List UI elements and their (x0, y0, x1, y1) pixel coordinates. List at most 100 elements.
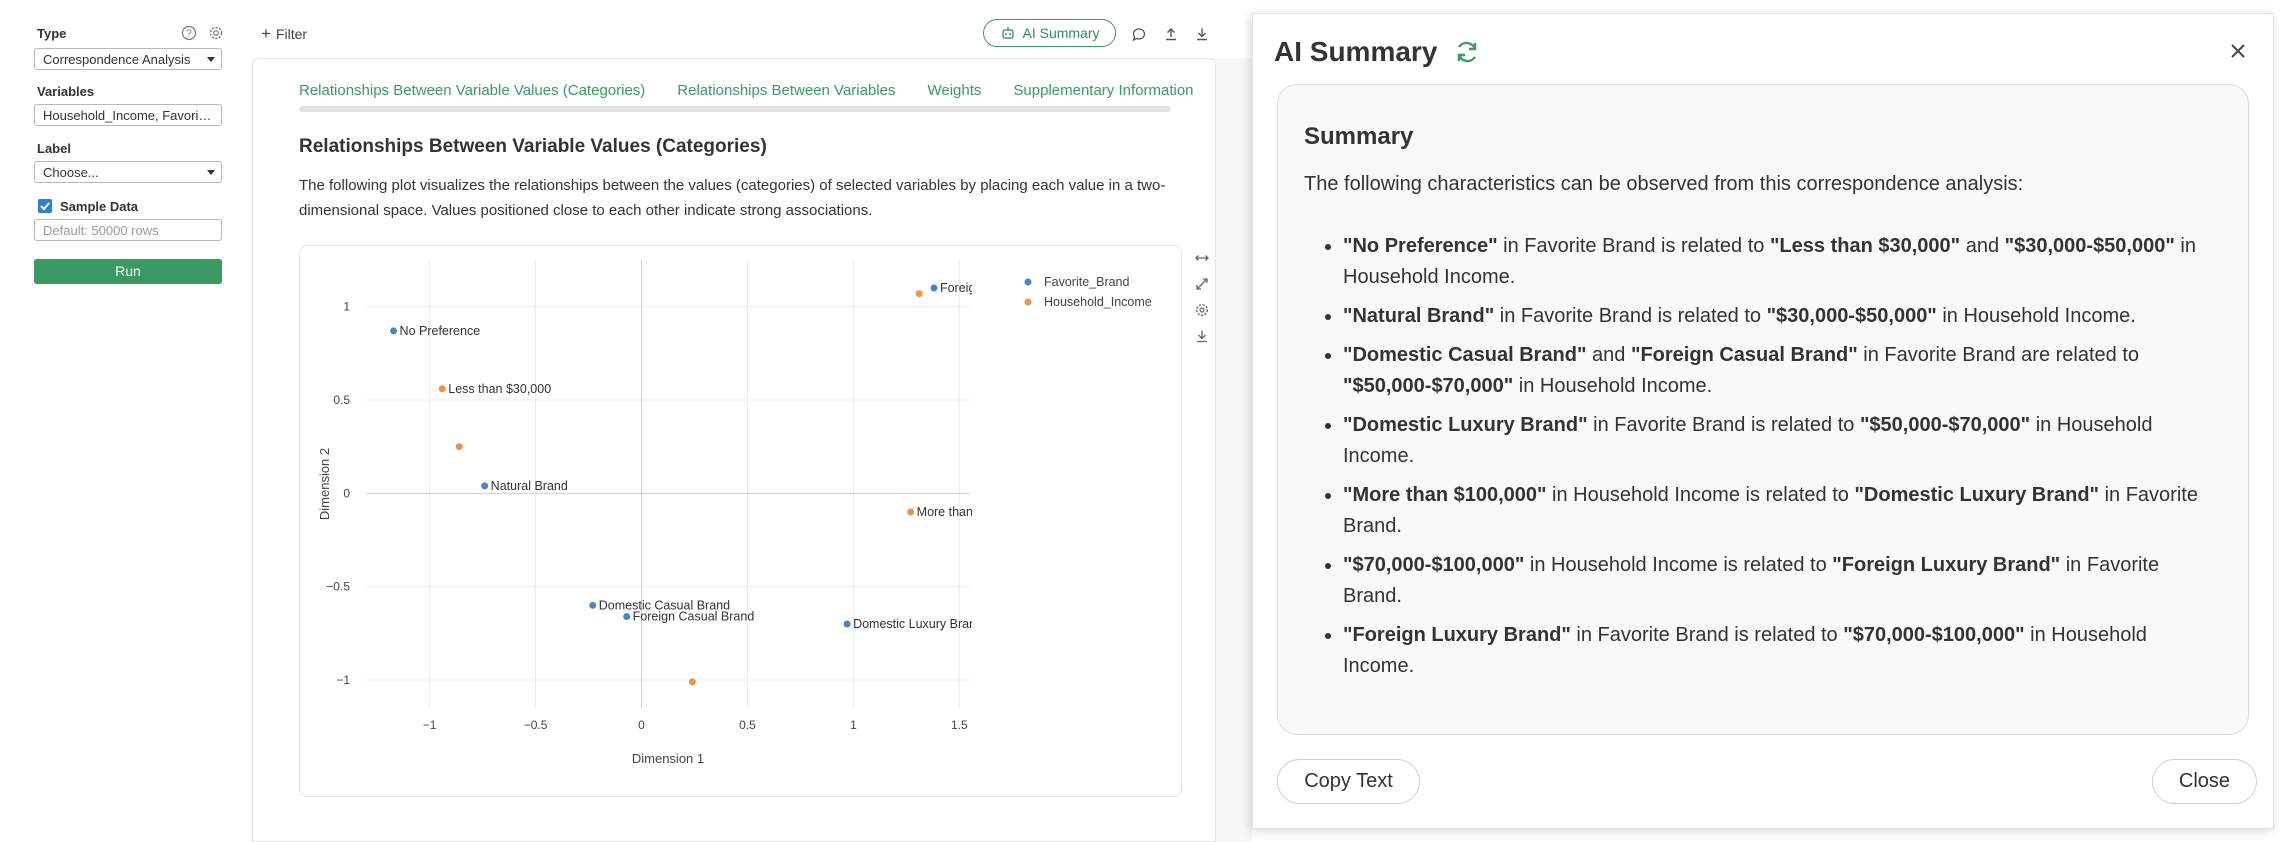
summary-item-emphasis: "$50,000-$70,000" (1859, 414, 2031, 436)
label-select-value: Choose... (43, 165, 99, 180)
expand-icon[interactable] (1193, 275, 1210, 292)
copy-text-button[interactable]: Copy Text (1277, 759, 1420, 804)
summary-item-text: in Favorite Brand is related to (1494, 305, 1767, 327)
x-tick-label: −1 (423, 718, 437, 732)
tab-variable-relationships[interactable]: Relationships Between Variables (677, 82, 896, 99)
download-icon[interactable] (1193, 25, 1210, 42)
x-tick-label: 1 (850, 718, 857, 732)
ai-robot-icon (999, 25, 1016, 42)
legend-marker (1024, 298, 1032, 306)
summary-item-text: in Favorite Brand is related to (1587, 414, 1860, 436)
summary-item-emphasis: "Foreign Casual Brand" (1630, 344, 1858, 366)
data-point-label: Domestic Casual Brand (599, 598, 730, 612)
tab-supplementary-info[interactable]: Supplementary Information (1013, 82, 1194, 99)
chevron-down-icon (207, 57, 215, 62)
plus-icon: + (261, 24, 271, 43)
data-point-label: Domestic Luxury Brand (853, 617, 983, 631)
summary-box: Summary The following characteristics ca… (1277, 84, 2249, 735)
data-point (930, 284, 938, 292)
section-description: The following plot visualizes the relati… (299, 177, 1166, 219)
legend-marker (1024, 278, 1032, 286)
summary-item-emphasis: "Less than $30,000" (1769, 235, 1961, 257)
tab-scrollbar[interactable] (299, 106, 1171, 112)
label-label: Label (37, 141, 71, 156)
x-tick-label: 1.5 (951, 718, 968, 732)
sample-data-checkbox[interactable] (38, 199, 52, 213)
refresh-icon[interactable] (1453, 38, 1481, 66)
data-point (907, 508, 915, 516)
summary-item-text: in Household Income. (1343, 414, 2153, 467)
summary-item-emphasis: "Foreign Luxury Brand" (1832, 554, 2061, 576)
summary-item-text: in Favorite Brand. (1343, 554, 2160, 607)
y-tick-label: 0.5 (333, 393, 350, 407)
legend-entry: Favorite_Brand (1044, 275, 1130, 289)
close-button[interactable]: Close (2152, 759, 2257, 804)
gear-icon[interactable] (207, 24, 224, 41)
upload-icon[interactable] (1162, 25, 1179, 42)
summary-item-emphasis: "$30,000-$50,000" (1766, 305, 1937, 327)
sample-data-label: Sample Data (60, 199, 139, 214)
help-icon[interactable]: ? (180, 24, 197, 41)
type-select[interactable]: Correspondence Analysis (34, 48, 222, 70)
summary-item-emphasis: "Domestic Luxury Brand" (1854, 484, 2100, 506)
config-header-icons: ? (180, 24, 224, 41)
close-icon[interactable] (2227, 40, 2249, 62)
ai-summary-button[interactable]: AI Summary (983, 19, 1116, 47)
summary-item-text: in Household Income. (1513, 375, 1713, 397)
svg-text:?: ? (186, 28, 192, 39)
summary-list: "No Preference" in Favorite Brand is rel… (1343, 231, 2223, 690)
data-point (589, 601, 597, 609)
data-point (843, 620, 851, 628)
data-point-label: More than $100,000 (917, 505, 1029, 519)
plot-download-icon[interactable] (1193, 327, 1210, 344)
filter-button[interactable]: + Filter (261, 24, 307, 44)
type-label: Type (37, 26, 67, 41)
label-select[interactable]: Choose... (34, 161, 222, 183)
run-button[interactable]: Run (34, 259, 222, 284)
y-tick-label: −1 (336, 673, 350, 687)
data-point-label: Foreign Luxury Brand (940, 281, 1060, 295)
comment-icon[interactable] (1130, 25, 1147, 42)
summary-item-emphasis: "No Preference" (1343, 235, 1498, 257)
summary-item-emphasis: "Domestic Casual Brand" (1343, 344, 1587, 366)
sample-rows-input[interactable]: Default: 50000 rows (34, 219, 222, 241)
horizontal-resize-icon[interactable] (1193, 249, 1210, 266)
result-tabs: Relationships Between Variable Values (C… (299, 82, 1194, 99)
y-tick-label: −0.5 (326, 580, 350, 594)
summary-item-text: in Household Income is related to (1546, 484, 1855, 506)
x-axis-label: Dimension 1 (632, 751, 704, 766)
data-point (915, 290, 923, 298)
summary-item-emphasis: "$30,000-$50,000" (2004, 235, 2175, 257)
summary-item: "More than $100,000" in Household Income… (1343, 480, 2223, 542)
summary-item-emphasis: "Foreign Luxury Brand" (1343, 624, 1571, 646)
summary-item-text: in Favorite Brand is related to (1497, 235, 1770, 257)
summary-item-text: in Household Income is related to (1524, 554, 1833, 576)
variables-field[interactable]: Household_Income, Favori… (34, 104, 222, 126)
summary-item: "$70,000-$100,000" in Household Income i… (1343, 550, 2223, 612)
summary-item-text: in Favorite Brand are related to (1857, 344, 2140, 366)
tab-weights[interactable]: Weights (927, 82, 982, 99)
data-point-label: Foreign Casual Brand (633, 610, 755, 624)
type-select-value: Correspondence Analysis (43, 52, 191, 67)
scatter-plot-svg: −1 −0.5 0 0.5 1 1.5 −1 −0.5 0 0.5 1 Dimension 1 Dime… (317, 260, 1152, 766)
summary-item: "Natural Brand" in Favorite Brand is rel… (1343, 301, 2223, 332)
scatter-plot: −1 −0.5 0 0.5 1 1.5 −1 −0.5 0 0.5 1 Dimension 1 Dime… (299, 245, 1182, 797)
y-tick-label: 1 (343, 300, 350, 314)
filter-label: Filter (275, 26, 308, 42)
data-point (688, 678, 696, 686)
summary-item-emphasis: "$50,000-$70,000" (1343, 375, 1514, 397)
ai-summary-header: AI Summary (1274, 36, 1481, 68)
plot-settings-icon[interactable] (1193, 301, 1210, 318)
ai-summary-title: AI Summary (1274, 36, 1438, 67)
tab-category-relationships[interactable]: Relationships Between Variable Values (C… (299, 82, 646, 99)
summary-item-emphasis: "More than $100,000" (1343, 484, 1547, 506)
summary-item-text: in Household Income. (1343, 624, 2147, 677)
x-tick-label: −0.5 (524, 718, 548, 732)
section-title: Relationships Between Variable Values (C… (299, 136, 767, 157)
x-tick-label: 0 (638, 718, 645, 732)
summary-item-text: and (1586, 344, 1631, 366)
x-tick-label: 0.5 (739, 718, 756, 732)
summary-item-text: in Favorite Brand is related to (1570, 624, 1844, 646)
summary-item-text: in Favorite Brand. (1343, 484, 2198, 537)
summary-item-text: in Household Income. (1936, 305, 2136, 327)
